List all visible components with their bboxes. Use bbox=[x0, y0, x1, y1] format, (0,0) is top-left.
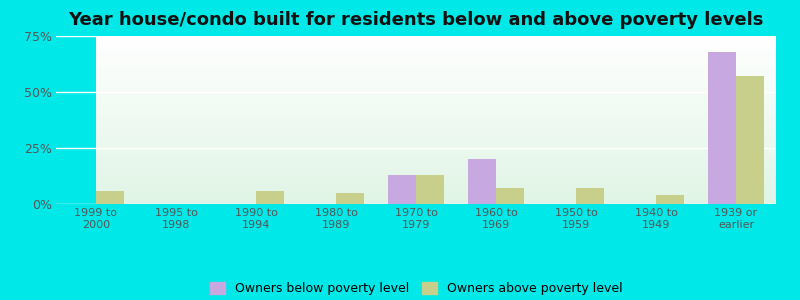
Bar bbox=[576, 188, 604, 204]
Bar bbox=[656, 195, 684, 204]
Bar bbox=[736, 76, 764, 204]
Title: Year house/condo built for residents below and above poverty levels: Year house/condo built for residents bel… bbox=[68, 11, 764, 29]
Bar bbox=[496, 188, 524, 204]
Legend: Owners below poverty level, Owners above poverty level: Owners below poverty level, Owners above… bbox=[210, 282, 622, 295]
Bar bbox=[256, 190, 284, 204]
Bar bbox=[468, 159, 496, 204]
Bar bbox=[96, 190, 124, 204]
Bar bbox=[416, 175, 444, 204]
Bar bbox=[708, 52, 736, 204]
Bar bbox=[336, 193, 364, 204]
Bar bbox=[388, 175, 416, 204]
